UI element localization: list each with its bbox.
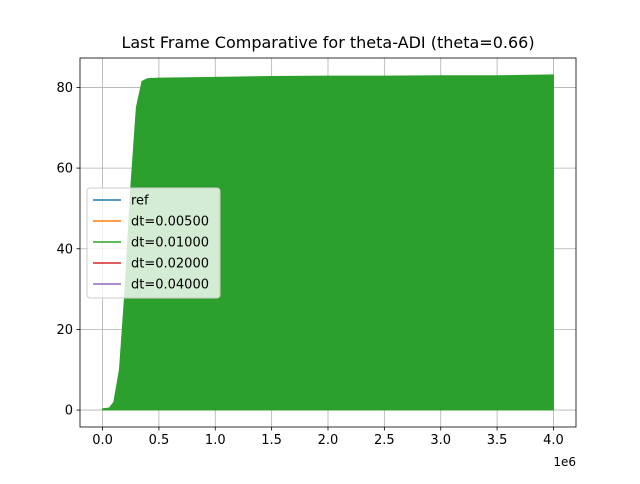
x-tick-label: 0.5 xyxy=(149,433,170,448)
x-tick-label: 2.0 xyxy=(318,433,339,448)
legend-label: dt=0.04000 xyxy=(131,278,209,293)
x-tick-label: 3.0 xyxy=(430,433,451,448)
x-tick-label: 1.0 xyxy=(205,433,226,448)
legend-label: ref xyxy=(131,194,149,209)
legend-label: dt=0.01000 xyxy=(131,236,209,251)
legend-label: dt=0.00500 xyxy=(131,215,209,230)
series-layer xyxy=(102,74,554,411)
x-tick-label: 2.5 xyxy=(374,433,395,448)
legend-box xyxy=(86,187,221,299)
legend: ref dt=0.00500 dt=0.01000 dt=0.02000 dt=0.04… xyxy=(86,187,221,299)
series-band-dt=0.01000 xyxy=(102,74,554,411)
chart-title: Last Frame Comparative for theta-ADI (th… xyxy=(121,33,534,52)
y-tick-label: 0 xyxy=(65,404,73,419)
x-axis: 0.0 0.5 1.0 1.5 2.0 2.5 3.0 3.5 4.0 xyxy=(92,427,564,448)
x-tick-label: 4.0 xyxy=(543,433,564,448)
y-tick-label: 80 xyxy=(56,81,73,96)
legend-label: dt=0.02000 xyxy=(131,257,209,272)
x-tick-label: 0.0 xyxy=(92,433,113,448)
y-tick-label: 20 xyxy=(56,323,73,338)
x-tick-label: 1.5 xyxy=(261,433,282,448)
y-tick-label: 40 xyxy=(56,242,73,257)
x-offset-label: 1e6 xyxy=(553,455,576,469)
y-tick-label: 60 xyxy=(56,162,73,177)
x-tick-label: 3.5 xyxy=(487,433,508,448)
y-axis: 0 20 40 60 80 xyxy=(56,81,80,419)
